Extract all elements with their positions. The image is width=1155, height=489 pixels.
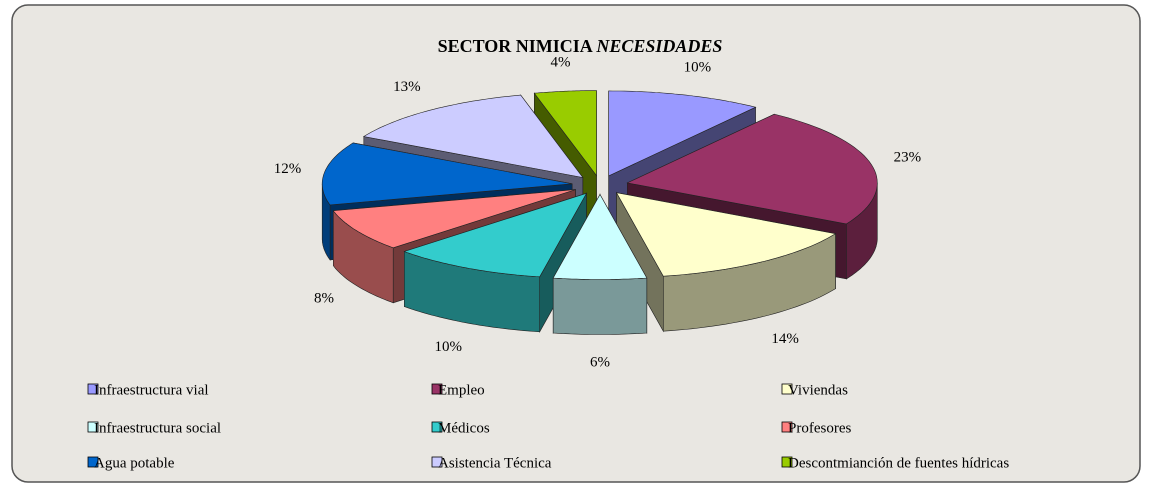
legend-swatch bbox=[781, 456, 793, 468]
slice-side bbox=[552, 277, 648, 335]
data-label: 13% bbox=[393, 79, 421, 95]
legend-label: Infraestructura social bbox=[94, 420, 221, 436]
data-label: 10% bbox=[434, 339, 462, 355]
slice bbox=[533, 90, 597, 177]
legend-label: Médicos bbox=[438, 420, 490, 436]
legend-swatch bbox=[431, 456, 443, 468]
legend-label: Asistencia Técnica bbox=[438, 455, 552, 471]
data-label: 10% bbox=[684, 59, 712, 75]
legend-swatch bbox=[431, 383, 443, 395]
chart-title-group: SECTOR NIMICIA NECESIDADES bbox=[438, 36, 723, 56]
legend-label: Viviendas bbox=[788, 382, 848, 398]
chart-title: SECTOR NIMICIA bbox=[438, 36, 593, 56]
data-label: 23% bbox=[894, 150, 922, 166]
data-label: 8% bbox=[314, 291, 334, 307]
legend-swatch bbox=[431, 421, 443, 433]
legend-swatch bbox=[781, 383, 793, 395]
slice bbox=[552, 193, 648, 280]
legend-label: Empleo bbox=[438, 382, 485, 398]
legend-swatch bbox=[781, 421, 793, 433]
slice bbox=[403, 192, 588, 278]
slice bbox=[332, 189, 576, 249]
slice bbox=[362, 94, 584, 178]
slice bbox=[608, 90, 757, 177]
slice bbox=[321, 142, 573, 206]
data-label: 4% bbox=[551, 54, 571, 70]
data-label: 12% bbox=[274, 161, 302, 177]
legend-label: Infraestructura vial bbox=[94, 382, 209, 398]
data-label: 14% bbox=[771, 331, 799, 347]
data-label: 6% bbox=[590, 354, 610, 370]
slice bbox=[615, 192, 837, 277]
legend-swatch bbox=[87, 456, 99, 468]
legend-swatch bbox=[87, 421, 99, 433]
legend-label: Profesores bbox=[788, 420, 851, 436]
chart-subtitle: NECESIDADES bbox=[595, 36, 722, 56]
legend-swatch bbox=[87, 383, 99, 395]
slice bbox=[626, 113, 878, 225]
legend-label: Descontmianción de fuentes hídricas bbox=[788, 455, 1009, 471]
legend-label: Agua potable bbox=[94, 455, 175, 471]
